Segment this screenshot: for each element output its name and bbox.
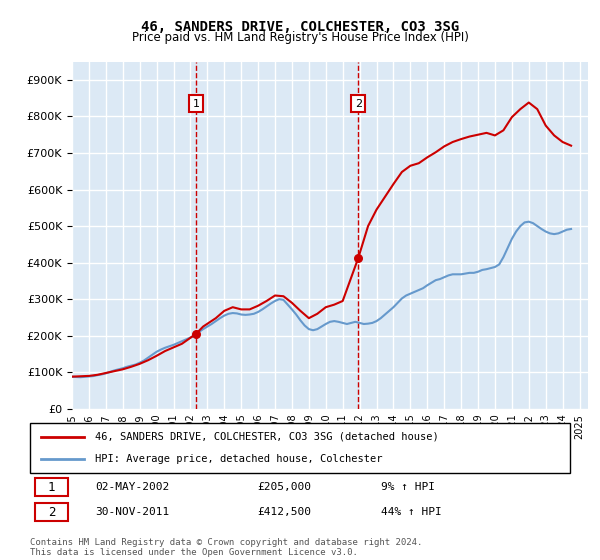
Text: Price paid vs. HM Land Registry's House Price Index (HPI): Price paid vs. HM Land Registry's House … (131, 31, 469, 44)
Text: 46, SANDERS DRIVE, COLCHESTER, CO3 3SG (detached house): 46, SANDERS DRIVE, COLCHESTER, CO3 3SG (… (95, 432, 439, 442)
Text: 2: 2 (355, 99, 362, 109)
Text: 02-MAY-2002: 02-MAY-2002 (95, 482, 169, 492)
Text: £205,000: £205,000 (257, 482, 311, 492)
Text: 46, SANDERS DRIVE, COLCHESTER, CO3 3SG: 46, SANDERS DRIVE, COLCHESTER, CO3 3SG (141, 20, 459, 34)
Text: 9% ↑ HPI: 9% ↑ HPI (381, 482, 435, 492)
Text: £412,500: £412,500 (257, 507, 311, 517)
Text: 1: 1 (48, 480, 55, 493)
Text: Contains HM Land Registry data © Crown copyright and database right 2024.
This d: Contains HM Land Registry data © Crown c… (30, 538, 422, 557)
Text: 1: 1 (193, 99, 200, 109)
Text: HPI: Average price, detached house, Colchester: HPI: Average price, detached house, Colc… (95, 454, 382, 464)
Point (191, 329, 201, 338)
Text: 30-NOV-2011: 30-NOV-2011 (95, 507, 169, 517)
Text: 44% ↑ HPI: 44% ↑ HPI (381, 507, 442, 517)
Text: 2: 2 (48, 506, 55, 519)
Point (353, 254, 363, 263)
FancyBboxPatch shape (35, 478, 68, 496)
FancyBboxPatch shape (35, 503, 68, 521)
FancyBboxPatch shape (30, 423, 570, 473)
